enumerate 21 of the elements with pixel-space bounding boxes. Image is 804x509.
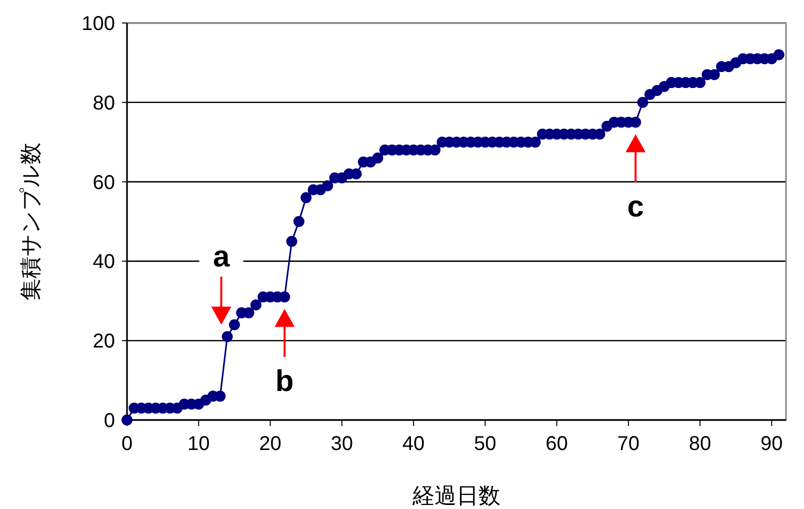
annotation: b	[275, 364, 294, 398]
x-tick-label: 90	[760, 433, 783, 455]
x-tick-label: 40	[402, 433, 425, 455]
y-tick-label: 40	[92, 251, 115, 274]
x-tick-label: 20	[259, 433, 282, 455]
y-tick-label: 20	[92, 330, 115, 353]
x-tick-label: 70	[617, 433, 640, 455]
y-tick-label: 100	[82, 13, 115, 35]
x-tick-label: 80	[688, 433, 712, 455]
y-tick-label: 60	[92, 172, 115, 194]
x-tick-label: 0	[121, 433, 133, 455]
y-tick-label: 0	[104, 410, 115, 432]
y-tick-label: 80	[92, 92, 115, 114]
x-tick-label: 60	[546, 433, 568, 455]
annotation: c	[627, 190, 644, 224]
x-axis-title: 経過日数	[412, 483, 500, 508]
annotation: a	[212, 240, 230, 274]
x-tick-label: 30	[330, 433, 354, 455]
y-axis-title: 集積サンプル数	[18, 142, 43, 300]
x-tick-label: 10	[188, 433, 210, 455]
x-tick-label: 50	[474, 433, 496, 455]
